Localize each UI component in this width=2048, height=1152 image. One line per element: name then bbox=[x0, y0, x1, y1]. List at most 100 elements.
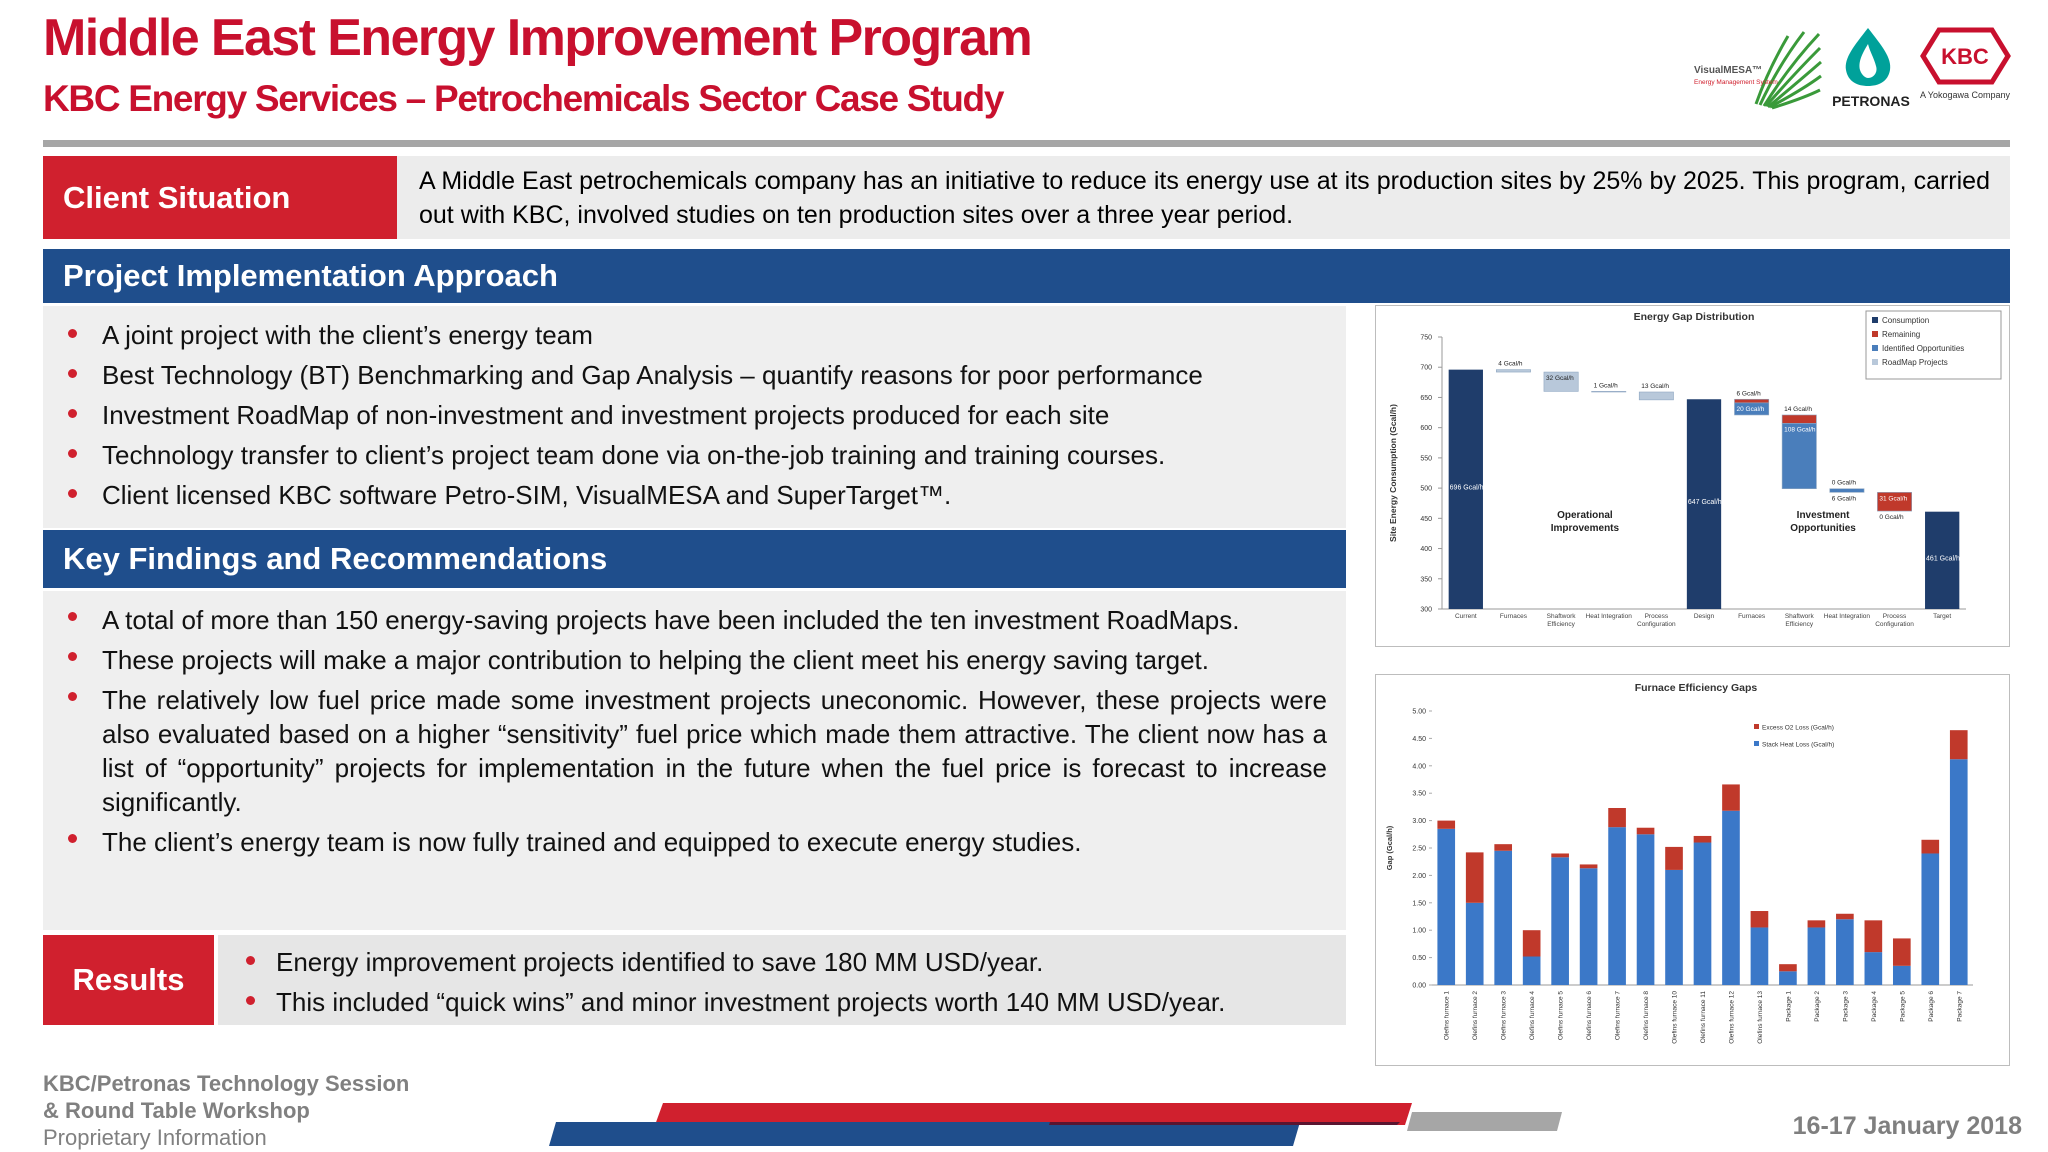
bar-segment bbox=[1750, 927, 1769, 985]
bullet-text: The client’s energy team is now fully tr… bbox=[102, 827, 1082, 857]
x-tick-label: Olefins furnace 3 bbox=[1501, 991, 1508, 1041]
bullet: The client’s energy team is now fully tr… bbox=[68, 825, 1327, 859]
bar-segment bbox=[1636, 834, 1655, 985]
y-tick-label: 1.00 bbox=[1412, 928, 1426, 935]
x-tick-label: Process Configuration bbox=[1637, 613, 1676, 628]
bar-segment bbox=[1496, 369, 1531, 373]
bar bbox=[1448, 369, 1483, 609]
bar-segment bbox=[1437, 828, 1456, 985]
y-tick-label: 400 bbox=[1420, 546, 1432, 553]
x-tick-label: Olefins furnace 13 bbox=[1757, 991, 1764, 1044]
bar-segment bbox=[1781, 423, 1817, 490]
data-label: 20 Gcal/h bbox=[1736, 406, 1764, 413]
bar bbox=[1925, 511, 1960, 609]
results-heading: Results bbox=[43, 935, 214, 1025]
x-tick-label: Process Configuration bbox=[1875, 613, 1914, 628]
footer-stripes bbox=[549, 1103, 1562, 1146]
bullet-dot bbox=[246, 956, 255, 965]
y-tick-label: 350 bbox=[1420, 576, 1432, 583]
kbc-hexagon bbox=[1920, 27, 2011, 85]
furnace-gap-chart: Furnace Efficiency Gaps Gap (Gcal/h) 0.00 0… bbox=[1375, 674, 2010, 1066]
bullet-dot bbox=[68, 692, 77, 701]
y-tick-label: 2.50 bbox=[1412, 846, 1426, 853]
bar-segment bbox=[1608, 827, 1626, 985]
bullet: A joint project with the client’s energy… bbox=[68, 315, 1326, 355]
bullet-dot bbox=[246, 996, 255, 1005]
y-tick-label: 650 bbox=[1420, 395, 1432, 402]
bar-segment bbox=[1949, 730, 1968, 760]
bar-segment bbox=[1591, 391, 1627, 393]
x-tick-label: Package 7 bbox=[1956, 991, 1963, 1022]
footer-line: Proprietary Information bbox=[43, 1125, 267, 1150]
bar-segment bbox=[1437, 820, 1456, 829]
y-axis-label: Site Energy Consumption (Gcal/h) bbox=[1388, 404, 1398, 542]
bullet-text: This included “quick wins” and minor inv… bbox=[276, 987, 1226, 1017]
results-body: Energy improvement projects identified t… bbox=[218, 935, 1346, 1025]
data-label: 461 Gcal/h bbox=[1926, 555, 1960, 562]
footer-line: & Round Table Workshop bbox=[43, 1098, 310, 1123]
y-tick-label: 4.00 bbox=[1412, 763, 1426, 770]
data-label: 4 Gcal/h bbox=[1498, 361, 1523, 368]
legend-box bbox=[1865, 310, 2002, 380]
bar-segment bbox=[1836, 919, 1854, 985]
approach-body: A joint project with the client’s energy… bbox=[43, 306, 1346, 528]
legend-swatch bbox=[1754, 724, 1759, 729]
annotation: Investment Opportunities bbox=[1790, 510, 1856, 535]
x-tick-label: Package 6 bbox=[1928, 991, 1935, 1022]
data-label: 14 Gcal/h bbox=[1784, 406, 1812, 413]
bullet: These projects will make a major contrib… bbox=[68, 643, 1327, 677]
x-tick-label: Shaftwork Efficiency bbox=[1784, 613, 1814, 628]
visualmesa-tagline: Energy Management System bbox=[1694, 79, 1778, 86]
x-tick-label: Heat Integration bbox=[1823, 613, 1871, 620]
bullet-text: These projects will make a major contrib… bbox=[102, 645, 1210, 675]
x-tick-label: Olefins furnace 12 bbox=[1728, 991, 1735, 1044]
bar-segment bbox=[1551, 853, 1569, 858]
x-tick-label: Olefins furnace 7 bbox=[1615, 991, 1622, 1041]
bullet-text: The relatively low fuel price made some … bbox=[102, 685, 1327, 817]
bar-segment bbox=[1734, 402, 1770, 416]
bullet-text: A joint project with the client’s energy… bbox=[102, 320, 593, 350]
bullet-text: Investment RoadMap of non-investment and… bbox=[102, 400, 1110, 430]
legend-swatch bbox=[1872, 331, 1878, 337]
x-tick-label: Heat Integration bbox=[1585, 613, 1632, 620]
x-tick-label: Package 1 bbox=[1785, 991, 1792, 1022]
bullet-text: Technology transfer to client’s project … bbox=[102, 440, 1166, 470]
y-tick-label: 450 bbox=[1420, 516, 1432, 523]
bullet: Investment RoadMap of non-investment and… bbox=[68, 395, 1326, 435]
x-tick-label: Furnaces bbox=[1738, 613, 1766, 620]
bar-segment bbox=[1693, 842, 1712, 985]
client-situation-text: A Middle East petrochemicals company has… bbox=[397, 156, 2010, 239]
annotation: Operational Improvements bbox=[1550, 510, 1620, 535]
bar-segment bbox=[1807, 920, 1826, 928]
bar-segment bbox=[1734, 398, 1770, 404]
bar-segment bbox=[1465, 902, 1484, 985]
energy-gap-chart: Energy Gap Distribution Site Energy Consu… bbox=[1375, 305, 2010, 647]
bar-segment bbox=[1779, 971, 1797, 985]
data-label: 0 Gcal/h bbox=[1832, 480, 1857, 487]
bullet-dot bbox=[68, 449, 77, 458]
chart-title: Energy Gap Distribution bbox=[1634, 311, 1755, 323]
x-tick-label: Target bbox=[1933, 613, 1952, 620]
bullet-dot bbox=[68, 489, 77, 498]
x-tick-label: Olefins furnace 4 bbox=[1529, 991, 1536, 1041]
chart-svg: Furnace Efficiency Gaps Gap (Gcal/h) 0.00 0… bbox=[1385, 682, 1973, 1044]
bar-segment bbox=[1551, 857, 1569, 985]
stripe-dark bbox=[1049, 1122, 1400, 1125]
y-tick-label: 3.50 bbox=[1412, 791, 1426, 798]
y-tick-label: 550 bbox=[1420, 455, 1432, 462]
bullet: This included “quick wins” and minor inv… bbox=[246, 982, 1336, 1022]
y-tick-label: 3.00 bbox=[1412, 818, 1426, 825]
y-tick-label: 2.00 bbox=[1412, 873, 1426, 880]
legend-swatch bbox=[1754, 741, 1759, 746]
bar-segment bbox=[1494, 844, 1513, 851]
x-tick-label: Olefins furnace 6 bbox=[1586, 991, 1593, 1041]
petronas-emblem-inner bbox=[1859, 44, 1877, 78]
bar-segment bbox=[1665, 846, 1683, 870]
approach-list: A joint project with the client’s energy… bbox=[68, 315, 1326, 515]
legend-label: Excess O2 Loss (Gcal/h) bbox=[1762, 725, 1834, 732]
bullet: Energy improvement projects identified t… bbox=[246, 942, 1336, 982]
header-rule bbox=[43, 140, 2010, 147]
bar-segment bbox=[1494, 850, 1513, 985]
bar-segment bbox=[1722, 810, 1740, 985]
bar-segment bbox=[1807, 927, 1826, 985]
